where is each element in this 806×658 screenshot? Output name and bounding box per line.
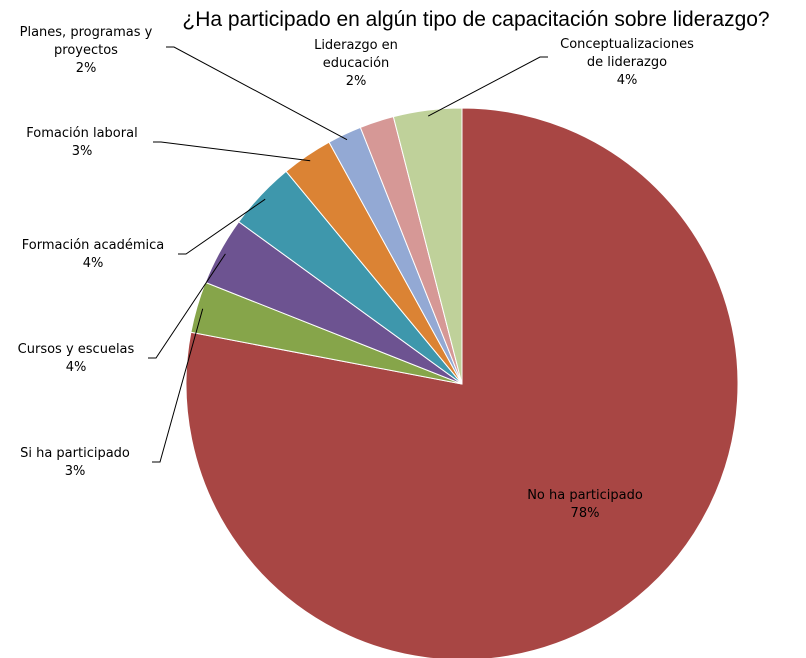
slice-label: de liderazgo [587, 55, 667, 70]
pie-slice [185, 107, 739, 658]
slice-label: educación [323, 56, 390, 71]
slice-label: Planes, programas y [20, 25, 153, 40]
slice-label: Formación académica [22, 238, 165, 253]
slice-label: No ha participado [527, 488, 643, 503]
slice-label: Liderazgo en [314, 38, 398, 53]
slice-label: Conceptualizaciones [560, 37, 694, 52]
slice-percent-label: 78% [571, 506, 600, 521]
slice-percent-label: 3% [72, 144, 93, 159]
slice-percent-label: 3% [65, 464, 86, 479]
pie-slice [392, 107, 463, 385]
slice-percent-label: 4% [83, 256, 104, 271]
slice-percent-label: 2% [76, 61, 97, 76]
leader-line [178, 198, 266, 255]
chart-title: ¿Ha participado en algún tipo de capacit… [182, 8, 769, 31]
slice-label: Cursos y escuelas [18, 342, 135, 357]
slice-percent-label: 4% [66, 360, 87, 375]
slice-percent-label: 2% [346, 74, 367, 89]
slice-label: proyectos [54, 43, 118, 58]
slice-label: Si ha participado [20, 446, 130, 461]
leader-line [148, 253, 226, 359]
slice-label: Fomación laboral [26, 126, 137, 141]
slice-percent-label: 4% [617, 73, 638, 88]
leader-line [427, 56, 548, 117]
leader-line [152, 308, 204, 463]
leader-line [153, 141, 311, 162]
leader-line [166, 46, 348, 141]
